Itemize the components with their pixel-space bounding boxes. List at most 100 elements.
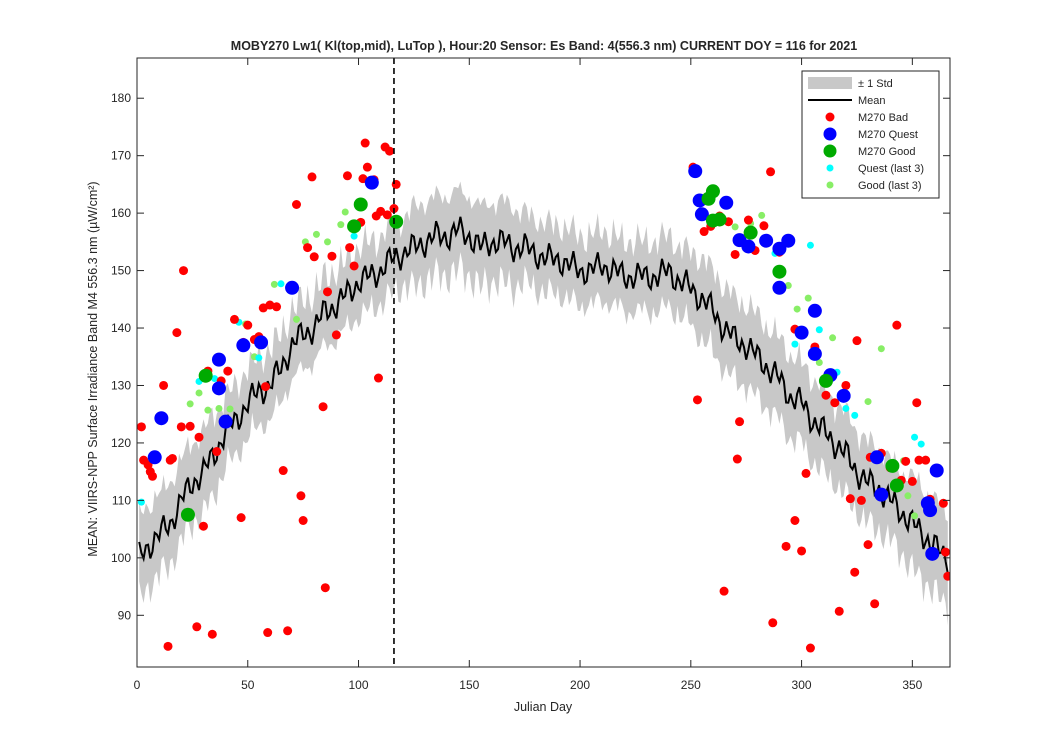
legend-quest-swatch: [823, 127, 837, 141]
bad-point: [345, 243, 355, 253]
bad-point: [283, 626, 293, 636]
bad-point: [391, 179, 401, 189]
bad-point: [821, 390, 831, 400]
good-point: [818, 373, 833, 388]
bad-point: [167, 453, 177, 463]
bad-point: [743, 215, 753, 225]
bad-point: [852, 336, 862, 346]
legend-bad-swatch: [825, 112, 835, 122]
bad-point: [331, 330, 341, 340]
quest-point: [211, 352, 226, 367]
bad-point: [385, 146, 395, 156]
bad-point: [850, 567, 860, 577]
bad-point: [801, 468, 811, 478]
bad-point: [790, 515, 800, 525]
legend-label-good_last3: Good (last 3): [858, 180, 922, 192]
good-last3-point: [911, 512, 919, 520]
bad-point: [699, 227, 709, 237]
quest-last3-point: [911, 433, 919, 441]
x-tick-label: 200: [570, 678, 590, 692]
quest-point: [807, 303, 822, 318]
bad-point: [278, 466, 288, 476]
good-last3-point: [864, 398, 872, 406]
y-axis-label: MEAN: VIIRS-NPP Surface Irradiance Band …: [86, 181, 100, 556]
quest-point: [364, 175, 379, 190]
legend-label-std: ± 1 Std: [858, 78, 893, 90]
bad-point: [766, 167, 776, 177]
y-tick-label: 100: [111, 551, 131, 565]
good-last3-point: [226, 405, 234, 413]
quest-point: [869, 450, 884, 465]
good-last3-point: [784, 282, 792, 290]
bad-point: [291, 200, 301, 210]
legend-label-quest_last3: Quest (last 3): [858, 163, 924, 175]
bad-point: [323, 287, 333, 297]
good-last3-point: [877, 345, 885, 353]
mean-line: [138, 216, 949, 574]
legend-std-swatch: [808, 77, 852, 89]
x-tick-label: 300: [792, 678, 812, 692]
bad-point: [938, 498, 948, 508]
y-tick-label: 110: [112, 493, 131, 507]
bad-point: [797, 546, 807, 556]
bad-point: [176, 422, 186, 432]
legend-label-quest: M270 Quest: [858, 129, 918, 141]
x-tick-label: 150: [459, 678, 479, 692]
bad-point: [159, 380, 169, 390]
bad-point: [298, 515, 308, 525]
bad-point: [327, 251, 337, 261]
quest-point: [254, 335, 269, 350]
bad-point: [243, 320, 253, 330]
good-last3-point: [292, 315, 300, 323]
quest-last3-point: [277, 280, 285, 288]
y-tick-label: 180: [111, 91, 131, 105]
bad-point: [272, 302, 282, 312]
bad-point: [735, 417, 745, 427]
bad-point: [318, 402, 328, 412]
quest-point: [741, 239, 756, 254]
bad-point: [137, 422, 146, 432]
bad-point: [941, 547, 950, 557]
bad-point: [223, 366, 233, 376]
bad-point: [856, 495, 866, 505]
bad-point: [194, 432, 204, 442]
good-last3-point: [204, 406, 212, 414]
good-point: [889, 478, 904, 493]
good-point: [743, 225, 758, 240]
bad-point: [830, 398, 840, 408]
bad-point: [192, 622, 202, 632]
good-point: [347, 219, 362, 234]
chart-title: MOBY270 Lw1( Kl(top,mid), LuTop ), Hour:…: [231, 39, 857, 53]
good-last3-point: [215, 404, 223, 412]
bad-point: [841, 380, 851, 390]
good-last3-point: [793, 305, 801, 313]
bad-point: [914, 455, 924, 465]
bad-point: [834, 606, 844, 616]
quest-last3-point: [211, 375, 219, 383]
y-tick-label: 150: [111, 264, 131, 278]
bad-point: [303, 243, 313, 253]
bad-point: [296, 491, 306, 501]
legend-label-bad: M270 Bad: [858, 112, 908, 124]
axes-frame: [136, 57, 951, 668]
bad-point: [185, 421, 195, 431]
bad-point: [260, 382, 270, 392]
quest-point: [154, 411, 169, 426]
good-point: [712, 212, 727, 227]
quest-last3-point: [350, 232, 358, 240]
quest-point: [929, 463, 944, 478]
mean-line-layer: [138, 216, 949, 574]
quest-point: [874, 487, 889, 502]
quest-last3-point: [842, 404, 850, 412]
good-point: [772, 264, 787, 279]
y-tick-label: 90: [118, 608, 132, 622]
quest-point: [211, 381, 226, 396]
quest-point: [688, 164, 703, 179]
legend: ± 1 Std Mean M270 Bad M270 Quest M270 Good Qu…: [801, 70, 940, 199]
y-tick-label: 130: [111, 378, 131, 392]
quest-point: [719, 195, 734, 210]
bad-point: [229, 314, 239, 324]
quest-point: [807, 346, 822, 361]
bad-point: [759, 221, 769, 231]
legend-good_last3-swatch: [826, 181, 834, 189]
